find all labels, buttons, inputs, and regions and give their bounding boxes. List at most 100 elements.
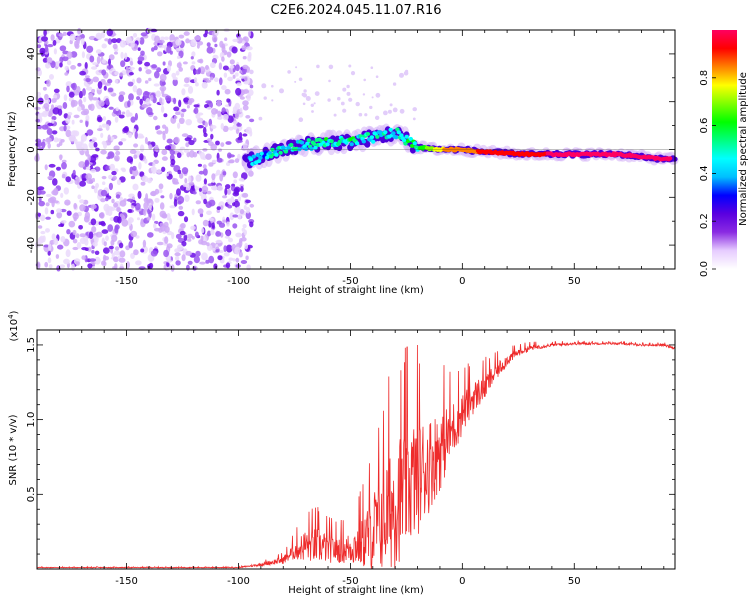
noise-speckle — [77, 62, 82, 67]
noise-speckle — [80, 110, 88, 116]
ridge-core — [371, 139, 376, 144]
noise-speckle — [181, 254, 186, 262]
ridge-core — [354, 141, 360, 146]
x-tick-label: -150 — [115, 576, 138, 587]
noise-speckle — [79, 70, 86, 76]
ridge-core — [248, 157, 254, 162]
noise-speckle — [88, 231, 94, 239]
noise-speckle — [199, 261, 206, 265]
noise-speckle — [199, 58, 204, 64]
noise-speckle — [51, 130, 58, 135]
noise-speckle — [216, 209, 221, 213]
noise-speckle — [215, 231, 222, 237]
noise-speckle — [242, 133, 248, 137]
noise-speckle — [59, 154, 63, 161]
noise-speckle — [136, 96, 141, 101]
ridge-core — [325, 142, 330, 147]
scatter-blob — [364, 113, 368, 117]
ridge-core — [251, 154, 256, 159]
noise-speckle — [156, 125, 161, 130]
noise-speckle — [208, 217, 214, 222]
noise-speckle — [85, 119, 89, 128]
noise-speckle — [39, 235, 45, 244]
noise-speckle — [159, 222, 165, 228]
noise-speckle — [121, 219, 129, 227]
noise-speckle — [118, 94, 124, 103]
noise-speckle — [174, 252, 181, 257]
noise-speckle — [134, 112, 138, 121]
noise-speckle — [130, 252, 135, 259]
noise-speckle — [70, 65, 76, 70]
noise-speckle — [103, 247, 110, 254]
scatter-blob — [389, 103, 393, 107]
noise-speckle — [125, 36, 132, 45]
spectrogram-panel: -150 -100 -50 0 50 -40 -20 0 20 40 Height of stra… — [7, 27, 679, 296]
noise-speckle — [235, 128, 240, 135]
scatter-blob — [362, 93, 366, 96]
noise-speckle — [52, 107, 60, 115]
x-tick-label: 0 — [459, 276, 465, 287]
noise-speckle — [136, 88, 143, 96]
noise-speckle — [71, 119, 75, 125]
noise-speckle — [176, 244, 184, 251]
noise-speckle — [173, 136, 180, 144]
noise-speckle — [56, 143, 61, 148]
noise-speckle — [107, 224, 114, 232]
noise-speckle — [106, 28, 114, 37]
noise-speckle — [203, 168, 208, 176]
spectrogram-ylabel: Frequency (Hz) — [7, 111, 18, 187]
noise-speckle — [118, 257, 126, 263]
noise-speckle — [186, 104, 190, 109]
noise-speckle — [236, 206, 241, 212]
noise-speckle — [48, 163, 56, 168]
colorbar-tick-label: 0.4 — [699, 165, 710, 181]
noise-speckle — [104, 38, 109, 42]
noise-speckle — [36, 91, 41, 97]
noise-speckle — [218, 62, 223, 70]
noise-speckle — [135, 260, 142, 266]
ridge-core — [306, 138, 311, 143]
noise-speckle — [194, 35, 201, 41]
noise-speckle — [143, 208, 147, 216]
noise-speckle — [133, 154, 138, 159]
scatter-blob — [369, 105, 373, 110]
noise-speckle — [227, 115, 234, 123]
noise-speckle — [66, 85, 70, 93]
noise-speckle — [37, 225, 43, 229]
scatter-blob — [298, 77, 303, 82]
noise-speckle — [130, 230, 138, 238]
noise-speckle — [198, 170, 205, 175]
snr-frame — [36, 329, 676, 570]
noise-speckle — [186, 264, 190, 271]
noise-speckle — [194, 77, 198, 84]
ridge-core — [283, 149, 289, 154]
noise-speckle — [163, 249, 170, 258]
ridge-core — [375, 134, 380, 139]
noise-speckle — [89, 155, 97, 163]
snr-xlabel: Height of straight line (km) — [288, 585, 424, 596]
noise-speckle — [235, 64, 240, 72]
noise-speckle — [215, 249, 220, 253]
noise-speckle — [40, 214, 46, 222]
noise-speckle — [245, 46, 253, 51]
noise-speckle — [197, 67, 201, 75]
noise-speckle — [162, 213, 168, 219]
noise-speckle — [107, 87, 114, 93]
noise-speckle — [51, 115, 57, 121]
noise-speckle — [222, 65, 229, 71]
noise-speckle — [95, 99, 101, 108]
noise-speckle — [174, 255, 180, 261]
ridge-core — [396, 130, 401, 135]
noise-speckle — [130, 116, 136, 123]
noise-speckle — [138, 67, 142, 72]
noise-speckle — [119, 40, 127, 48]
noise-speckle — [184, 194, 190, 202]
noise-speckle — [241, 172, 248, 180]
noise-speckle — [206, 210, 212, 216]
noise-speckle — [100, 189, 108, 197]
noise-speckle — [195, 200, 201, 205]
noise-speckle — [244, 76, 248, 82]
noise-speckle — [235, 257, 240, 263]
noise-speckle — [232, 171, 238, 179]
noise-speckle — [139, 135, 145, 139]
